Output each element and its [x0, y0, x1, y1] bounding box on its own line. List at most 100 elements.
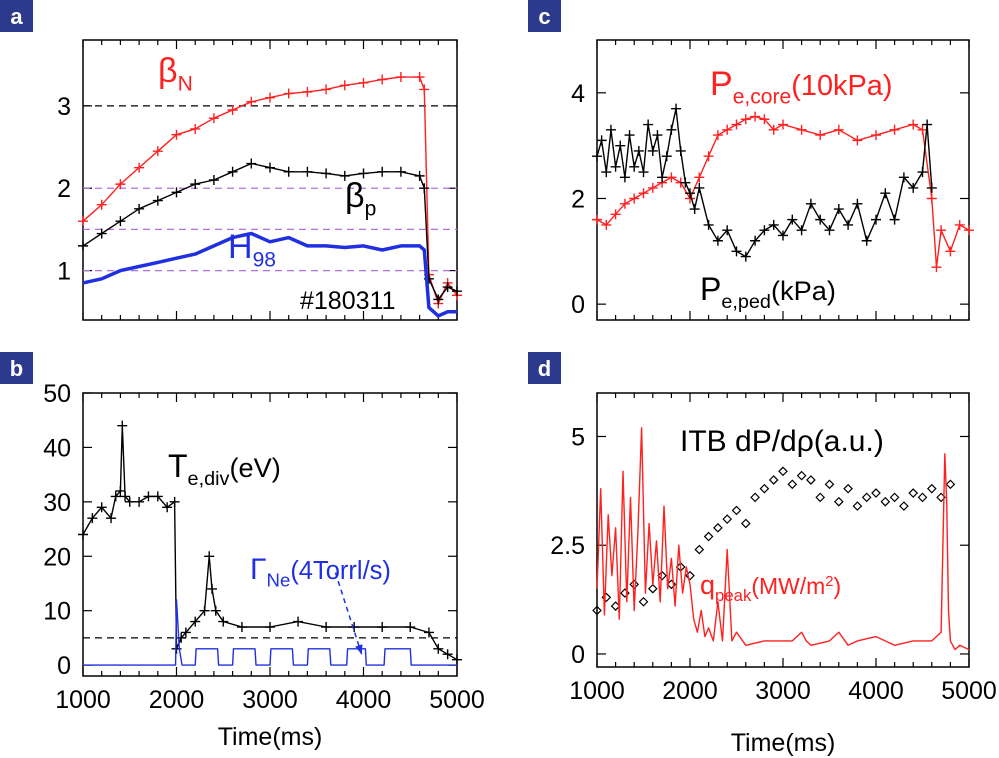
series-line — [82, 76, 458, 305]
data-point-plus — [134, 496, 145, 507]
x-tick-label: 1000 — [569, 677, 625, 705]
series-label-tail: (kPa) — [771, 275, 836, 306]
series-label: Pe,ped(kPa) — [700, 271, 836, 313]
data-point-diamond — [945, 479, 956, 490]
svg-text:a: a — [10, 4, 23, 29]
data-point-diamond — [694, 544, 705, 555]
data-point-plus — [615, 140, 626, 151]
data-point-plus — [796, 225, 807, 236]
data-point-diamond — [629, 579, 640, 590]
data-point-plus — [152, 195, 163, 206]
data-point-plus — [619, 198, 630, 209]
data-point-plus — [647, 145, 658, 156]
data-point-plus — [349, 622, 360, 633]
data-point-plus — [712, 235, 723, 246]
data-point-plus — [815, 214, 826, 225]
panel-c: 024 Pe,core(10kPa)Pe,ped(kPa) — [571, 39, 974, 321]
data-point-plus — [419, 183, 430, 194]
series-label-sub: Ne — [267, 570, 291, 591]
data-point-plus — [852, 135, 863, 146]
y-tick-label: 0 — [571, 291, 585, 319]
data-point-plus — [833, 124, 844, 135]
data-point-plus — [134, 203, 145, 214]
data-point-plus — [908, 182, 919, 193]
series-label-sub: e,core — [733, 86, 792, 109]
data-point-plus — [657, 172, 668, 183]
series-label: H98 — [228, 228, 276, 272]
data-point-diamond — [722, 514, 733, 524]
data-point-plus — [605, 124, 616, 135]
data-point-plus — [778, 230, 788, 241]
data-point-plus — [945, 246, 956, 257]
data-point-plus — [423, 627, 434, 638]
x-tick-label: 4000 — [336, 686, 392, 714]
y-tick-label: 1 — [57, 258, 71, 286]
data-point-plus — [750, 235, 761, 246]
series-label-main: T — [168, 448, 188, 484]
data-point-plus — [124, 496, 135, 507]
data-point-plus — [452, 654, 462, 665]
y-tick-label: 4 — [571, 80, 585, 108]
data-point-plus — [647, 182, 658, 193]
y-tick-label: 20 — [43, 543, 71, 571]
data-point-plus — [592, 214, 602, 225]
x-tick-label: 3000 — [755, 677, 811, 705]
data-point-diamond — [843, 483, 853, 494]
series-label-main: β — [345, 177, 365, 215]
series-label-sub: N — [178, 73, 193, 96]
data-point-plus — [321, 622, 332, 633]
data-point-plus — [110, 491, 121, 502]
data-point-diamond — [926, 483, 937, 494]
data-point-plus — [740, 114, 751, 125]
data-point-plus — [227, 105, 238, 115]
panel-tag-c: c — [528, 0, 561, 32]
series-label: βp — [345, 177, 376, 221]
data-point-plus — [666, 124, 677, 135]
data-point-plus — [199, 605, 210, 616]
data-point-diamond — [852, 501, 863, 511]
y-tick-label: 0 — [57, 652, 71, 680]
data-point-diamond — [833, 496, 844, 507]
data-point-plus — [120, 491, 131, 502]
data-point-plus — [922, 119, 933, 130]
data-point-diamond — [657, 570, 667, 581]
data-point-plus — [442, 649, 453, 660]
series-label-tail: ) — [833, 573, 841, 599]
data-point-plus — [722, 225, 733, 236]
data-point-plus — [207, 583, 218, 594]
panel-tag-a: a — [0, 0, 33, 32]
data-point-plus — [78, 529, 88, 540]
data-point-plus — [218, 616, 229, 627]
data-point-plus — [768, 219, 779, 230]
data-point-plus — [321, 168, 332, 179]
data-point-plus — [190, 179, 201, 190]
data-point-diamond — [796, 470, 807, 481]
series-label-main: H — [228, 228, 253, 266]
data-point-plus — [152, 146, 163, 157]
data-point-plus — [265, 92, 275, 103]
data-point-plus — [610, 161, 621, 172]
data-point-plus — [689, 204, 700, 215]
data-point-plus — [265, 622, 275, 633]
data-point-plus — [731, 246, 742, 257]
y-tick-label: 2 — [571, 185, 585, 213]
data-point-diamond — [759, 483, 770, 494]
series-label: qpeak(MW/m2) — [700, 570, 841, 605]
data-point-plus — [787, 214, 798, 225]
data-point-plus — [815, 130, 826, 141]
data-point-plus — [861, 235, 872, 246]
data-point-diamond — [592, 605, 602, 616]
data-point-plus — [740, 251, 751, 262]
annotation-arrowhead — [355, 644, 363, 655]
data-point-plus — [78, 240, 88, 251]
data-point-plus — [931, 262, 942, 273]
data-point-plus — [246, 158, 257, 169]
data-point-plus — [162, 502, 173, 513]
data-point-plus — [117, 420, 128, 431]
data-point-plus — [852, 198, 863, 209]
data-point-plus — [395, 72, 406, 83]
data-point-plus — [87, 513, 98, 524]
data-point-plus — [134, 162, 145, 173]
data-point-plus — [208, 175, 219, 185]
